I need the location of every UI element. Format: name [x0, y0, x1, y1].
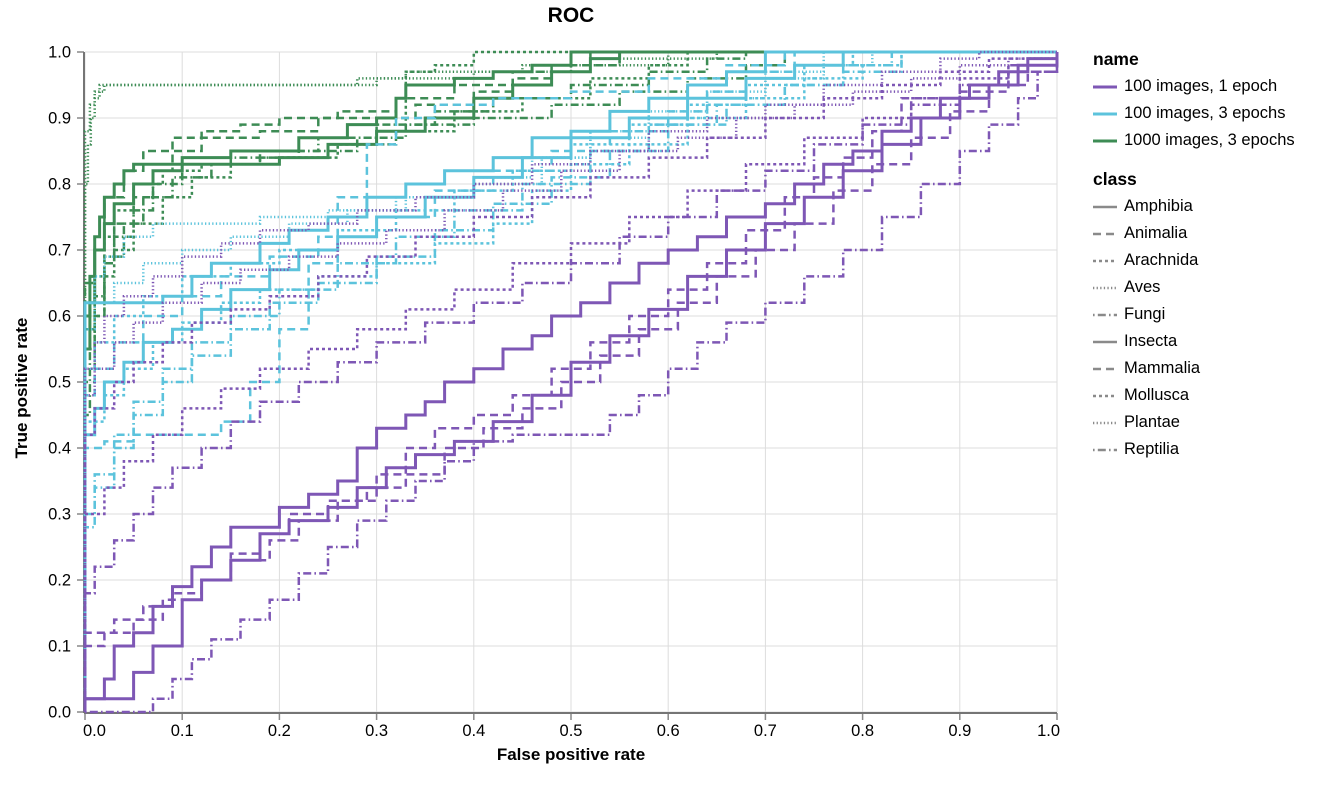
legend-item-label: Reptilia	[1124, 440, 1180, 458]
x-tick-label: 0.3	[365, 722, 388, 740]
legend-swatch-line	[1093, 394, 1117, 397]
legend-item-100-images-3-epochs: 100 images, 3 epochs	[1093, 100, 1333, 127]
y-tick-label: 0.5	[48, 374, 71, 392]
legend-swatch-line	[1093, 259, 1117, 262]
y-tick-label: 0.8	[48, 176, 71, 194]
chart-title: ROC	[547, 4, 595, 27]
curve-100-images-3-epochs-plantae	[83, 50, 1057, 712]
curve-100-images-3-epochs-reptilia	[83, 50, 1057, 712]
x-tick-label: 0.7	[754, 722, 777, 740]
legend-item-label: Animalia	[1124, 224, 1188, 242]
x-tick-label: 0.6	[657, 722, 680, 740]
legend-swatch-line	[1093, 367, 1117, 370]
legend-swatch-line	[1093, 313, 1117, 316]
y-tick-label: 0.0	[48, 704, 71, 722]
x-tick-label: 0.8	[851, 722, 874, 740]
y-tick-label: 0.7	[48, 242, 71, 260]
x-tick-label: 0.9	[948, 722, 971, 740]
curve-1000-images-3-epochs-amphibia	[83, 50, 1057, 712]
y-tick-label: 0.6	[48, 308, 71, 326]
legend-item-arachnida: Arachnida	[1093, 247, 1333, 274]
legend-item-label: Insecta	[1124, 332, 1178, 350]
legend-item-fungi: Fungi	[1093, 301, 1333, 328]
legend-item-mollusca: Mollusca	[1093, 382, 1333, 409]
legend-item-label: 100 images, 1 epoch	[1124, 77, 1278, 95]
y-tick-label: 0.3	[48, 506, 71, 524]
legend-swatch-line	[1093, 112, 1117, 115]
curve-100-images-1-epoch-aves	[83, 50, 1057, 712]
y-tick-label: 1.0	[48, 44, 71, 62]
legend-item-100-images-1-epoch: 100 images, 1 epoch	[1093, 73, 1333, 100]
curve-100-images-1-epoch-amphibia	[83, 52, 1059, 712]
curve-1000-images-3-epochs-plantae	[83, 50, 1057, 712]
curve-100-images-1-epoch-arachnida	[83, 52, 1059, 712]
legend-item-mammalia: Mammalia	[1093, 355, 1333, 382]
x-axis-title: False positive rate	[496, 745, 646, 764]
legend-item-1000-images-3-epochs: 1000 images, 3 epochs	[1093, 127, 1333, 154]
legend-item-label: 100 images, 3 epochs	[1124, 104, 1286, 122]
x-tick-label: 1.0	[1037, 722, 1060, 740]
curve-1000-images-3-epochs-mammalia	[83, 50, 1057, 712]
legend-item-amphibia: Amphibia	[1093, 193, 1333, 220]
legend-item-reptilia: Reptilia	[1093, 436, 1333, 463]
legend-item-animalia: Animalia	[1093, 220, 1333, 247]
legend-item-aves: Aves	[1093, 274, 1333, 301]
legend-item-plantae: Plantae	[1093, 409, 1333, 436]
legend-swatch-line	[1093, 421, 1117, 424]
legend-item-label: Fungi	[1124, 305, 1166, 323]
curve-100-images-3-epochs-mollusca	[83, 50, 1057, 712]
x-tick-label: 0.5	[560, 722, 583, 740]
y-tick-label: 0.4	[48, 440, 71, 458]
legend-class-items: Amphibia Animalia Arachnida Aves Fungi Insect…	[1093, 193, 1333, 463]
curve-1000-images-3-epochs-mollusca	[83, 50, 1057, 712]
x-tick-label: 0.4	[462, 722, 485, 740]
legend-swatch-line	[1093, 286, 1117, 289]
legend-swatch-line	[1093, 340, 1117, 343]
curve-100-images-1-epoch-mollusca	[83, 52, 1059, 712]
legend-item-label: Plantae	[1124, 413, 1180, 431]
y-tick-label: 0.9	[48, 110, 71, 128]
legend-item-label: Mollusca	[1124, 386, 1190, 404]
y-tick-label: 0.1	[48, 638, 71, 656]
curve-1000-images-3-epochs-insecta	[83, 50, 1057, 712]
legend-item-label: Aves	[1124, 278, 1161, 296]
legend-item-label: 1000 images, 3 epochs	[1124, 131, 1295, 149]
legend-item-label: Mammalia	[1124, 359, 1201, 377]
curve-100-images-3-epochs-insecta	[83, 50, 1057, 712]
legend-item-insecta: Insecta	[1093, 328, 1333, 355]
legend-swatch-line	[1093, 85, 1117, 88]
x-tick-label: 0.2	[268, 722, 291, 740]
legend-name-items: 100 images, 1 epoch 100 images, 3 epochs 1…	[1093, 73, 1333, 154]
x-tick-label: 0.0	[83, 722, 106, 740]
curve-100-images-1-epoch-fungi	[85, 52, 1059, 714]
legend-name-title: name	[1093, 49, 1139, 69]
curve-100-images-3-epochs-animalia	[83, 50, 1057, 712]
curve-100-images-1-epoch-reptilia	[83, 52, 1059, 712]
legend-gap	[1093, 154, 1333, 166]
y-tick-label: 0.2	[48, 572, 71, 590]
curve-100-images-1-epoch-mammalia	[83, 52, 1059, 712]
legend-class-title: class	[1093, 169, 1137, 189]
legend-item-label: Arachnida	[1124, 251, 1199, 269]
legend-swatch-line	[1093, 448, 1117, 451]
legend-swatch-line	[1093, 232, 1117, 235]
curve-100-images-1-epoch-plantae	[83, 52, 1059, 712]
y-axis-title: True positive rate	[12, 317, 31, 459]
legend-item-label: Amphibia	[1124, 197, 1193, 215]
legend-swatch-line	[1093, 205, 1117, 208]
curve-1000-images-3-epochs-reptilia	[83, 50, 1057, 712]
legend-swatch-line	[1093, 139, 1117, 142]
legend: name 100 images, 1 epoch 100 images, 3 ep…	[1093, 46, 1333, 463]
x-tick-label: 0.1	[171, 722, 194, 740]
